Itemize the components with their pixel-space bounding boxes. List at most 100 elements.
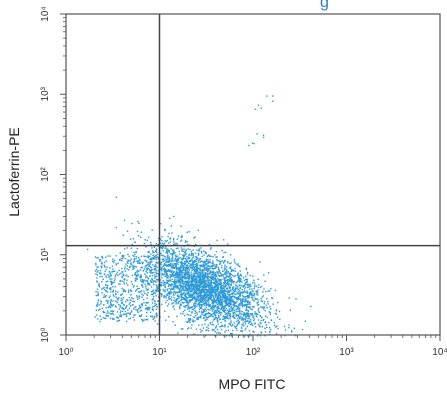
event-dot xyxy=(143,319,145,321)
event-dot xyxy=(205,303,208,306)
event-dot xyxy=(199,270,202,272)
event-dot xyxy=(112,286,114,288)
event-dot xyxy=(165,301,167,304)
event-dot xyxy=(266,307,268,309)
event-dot xyxy=(168,217,171,220)
event-dot xyxy=(97,257,99,259)
event-dot xyxy=(212,260,214,262)
event-dot xyxy=(156,305,158,307)
event-dot xyxy=(151,261,153,263)
event-dot xyxy=(230,289,232,291)
event-dot xyxy=(182,285,185,287)
event-dot xyxy=(126,230,129,232)
event-dot xyxy=(163,264,165,266)
event-dot xyxy=(238,315,240,317)
event-dot xyxy=(210,247,212,249)
event-dot xyxy=(103,264,105,266)
event-dot xyxy=(181,264,183,266)
event-dot xyxy=(166,273,168,275)
event-dot xyxy=(179,277,182,279)
event-dot xyxy=(172,265,174,267)
event-dot xyxy=(135,257,137,260)
event-dot xyxy=(224,320,226,322)
event-dot xyxy=(211,278,213,280)
event-dot xyxy=(226,271,228,274)
event-dot xyxy=(185,272,187,274)
event-dot xyxy=(257,294,259,296)
event-dot xyxy=(180,290,182,292)
event-dot xyxy=(194,302,196,304)
event-dot xyxy=(251,292,253,295)
event-dot xyxy=(148,236,150,239)
event-dot xyxy=(253,331,255,333)
event-dot xyxy=(255,313,258,315)
event-dot xyxy=(218,297,220,299)
event-dot xyxy=(262,319,264,321)
event-dot xyxy=(172,267,175,269)
event-dot xyxy=(195,315,197,317)
event-dot xyxy=(243,305,246,307)
event-dot xyxy=(192,292,195,294)
event-dot xyxy=(156,262,159,264)
event-dot xyxy=(110,310,112,312)
event-dot xyxy=(126,299,128,301)
event-dot xyxy=(187,317,190,320)
event-dot xyxy=(212,278,214,281)
event-dot xyxy=(145,276,147,279)
event-dot xyxy=(243,284,245,287)
event-dot xyxy=(176,262,178,264)
event-dot xyxy=(117,274,119,276)
event-dot xyxy=(138,297,140,299)
event-dot xyxy=(193,276,195,278)
event-dot xyxy=(249,321,252,323)
event-dot xyxy=(222,305,224,308)
event-dot xyxy=(198,300,200,302)
event-dot xyxy=(199,261,202,263)
event-dot xyxy=(251,308,253,311)
event-dot xyxy=(110,287,112,289)
event-dot xyxy=(230,276,232,278)
event-dot xyxy=(101,263,103,265)
event-dot xyxy=(205,263,207,265)
event-dot xyxy=(225,282,228,284)
event-dot xyxy=(110,300,112,302)
event-dot xyxy=(166,294,169,296)
event-dot xyxy=(156,287,158,289)
event-dot xyxy=(243,304,245,306)
event-dot xyxy=(132,268,134,270)
event-dot xyxy=(209,248,212,250)
event-dot xyxy=(201,268,203,271)
event-dot xyxy=(224,306,226,308)
event-dot xyxy=(211,321,214,323)
event-dot xyxy=(97,294,99,296)
event-dot xyxy=(184,278,186,280)
event-dot xyxy=(214,274,216,276)
event-dot xyxy=(222,274,224,276)
event-dot xyxy=(194,310,197,313)
event-dot xyxy=(175,291,177,294)
event-dot xyxy=(259,315,261,317)
event-dot xyxy=(226,266,228,268)
event-dot xyxy=(260,298,262,300)
event-dot xyxy=(121,314,123,316)
event-dot xyxy=(138,287,140,290)
event-dot xyxy=(143,242,145,245)
event-dot xyxy=(220,279,222,281)
event-dot xyxy=(203,250,205,252)
event-dot xyxy=(188,314,190,316)
event-dot xyxy=(195,297,198,300)
event-dot xyxy=(263,303,265,305)
event-dot xyxy=(166,276,168,279)
event-dot xyxy=(204,284,206,286)
event-dot xyxy=(210,285,213,287)
event-dot xyxy=(222,294,224,296)
event-dot xyxy=(247,306,250,308)
event-dot xyxy=(214,267,216,269)
event-dot xyxy=(239,297,241,300)
event-dot xyxy=(220,325,222,328)
event-dot xyxy=(110,274,113,276)
event-dot xyxy=(200,331,202,333)
event-dot xyxy=(224,274,227,276)
event-dot xyxy=(190,289,192,291)
event-dot xyxy=(206,263,208,265)
